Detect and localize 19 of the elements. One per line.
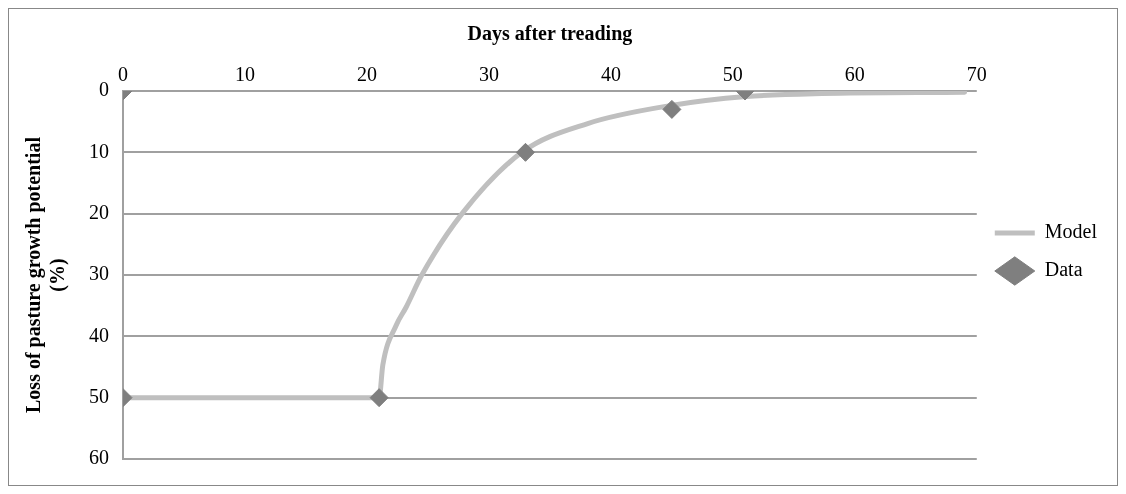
x-tick-label: 30 bbox=[478, 63, 499, 86]
y-axis-title: Loss of pasture growth potential (%) bbox=[22, 136, 70, 413]
x-tick-label: 0 bbox=[118, 63, 128, 86]
legend-label: Data bbox=[1044, 258, 1083, 281]
y-tick-label: 0 bbox=[99, 78, 109, 101]
x-tick-label: 10 bbox=[234, 63, 255, 86]
y-tick-label: 30 bbox=[89, 262, 109, 285]
legend-label: Model bbox=[1044, 220, 1098, 243]
x-tick-label: 60 bbox=[844, 63, 865, 86]
y-tick-label: 20 bbox=[89, 200, 109, 223]
y-tick-label: 50 bbox=[89, 384, 109, 407]
y-tick-label: 10 bbox=[89, 139, 109, 162]
x-axis-title: Days after treading bbox=[467, 22, 633, 46]
x-tick-label: 20 bbox=[356, 63, 377, 86]
y-tick-label: 60 bbox=[89, 446, 109, 469]
x-tick-label: 40 bbox=[600, 63, 621, 86]
y-tick-label: 40 bbox=[89, 323, 109, 346]
x-tick-label: 50 bbox=[722, 63, 743, 86]
x-tick-label: 70 bbox=[966, 63, 987, 86]
